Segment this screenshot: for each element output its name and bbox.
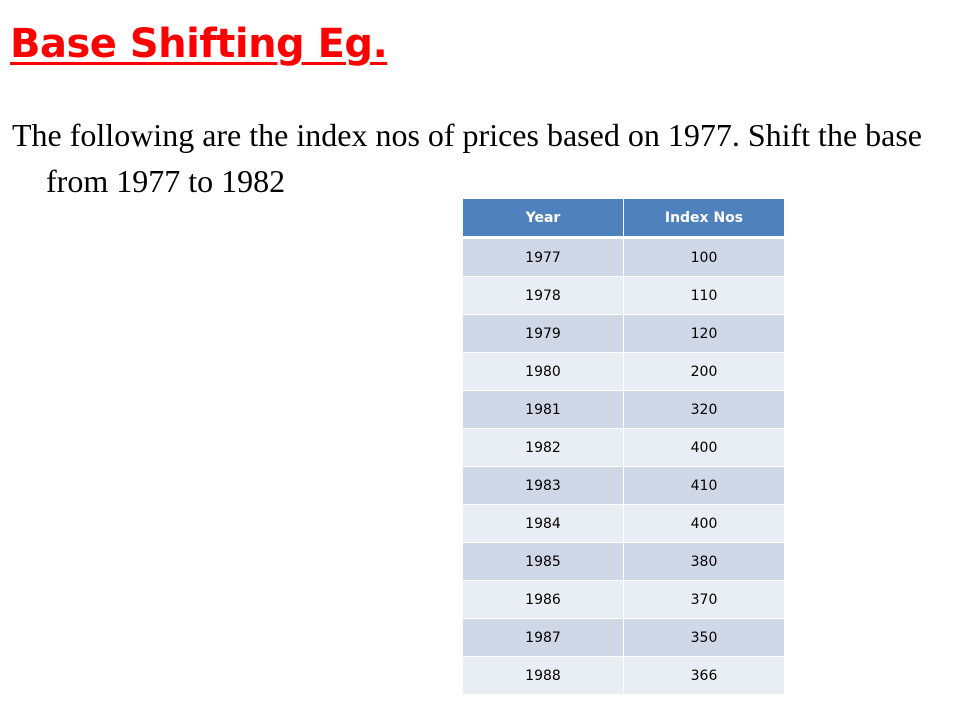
- slide-body-text: The following are the index nos of price…: [12, 117, 922, 199]
- table-header-row: Year Index Nos: [463, 199, 784, 239]
- table-row: 1988 366: [463, 656, 784, 695]
- cell-index: 366: [623, 656, 784, 695]
- cell-index: 380: [623, 542, 784, 581]
- cell-year: 1986: [463, 580, 624, 619]
- cell-index: 200: [623, 352, 784, 391]
- header-year: Year: [463, 199, 624, 239]
- table-row: 1984 400: [463, 504, 784, 543]
- table-header: Year Index Nos: [463, 199, 784, 239]
- table-row: 1978 110: [463, 276, 784, 315]
- header-index-nos: Index Nos: [623, 199, 784, 239]
- cell-index: 400: [623, 504, 784, 543]
- cell-year: 1984: [463, 504, 624, 543]
- table-row: 1979 120: [463, 314, 784, 353]
- slide-title: Base Shifting Eg.: [10, 21, 388, 67]
- table-row: 1980 200: [463, 352, 784, 391]
- table-row: 1983 410: [463, 466, 784, 505]
- cell-year: 1980: [463, 352, 624, 391]
- table-row: 1987 350: [463, 618, 784, 657]
- cell-year: 1982: [463, 428, 624, 467]
- cell-index: 320: [623, 390, 784, 429]
- cell-year: 1987: [463, 618, 624, 657]
- cell-year: 1983: [463, 466, 624, 505]
- cell-year: 1981: [463, 390, 624, 429]
- cell-index: 370: [623, 580, 784, 619]
- cell-year: 1979: [463, 314, 624, 353]
- cell-year: 1985: [463, 542, 624, 581]
- table-row: 1981 320: [463, 390, 784, 429]
- index-numbers-table: Year Index Nos 1977 100 1978 110 1979 12…: [463, 199, 784, 695]
- table-body: 1977 100 1978 110 1979 120 1980 200 1981…: [463, 237, 784, 695]
- cell-index: 110: [623, 276, 784, 315]
- table-row: 1982 400: [463, 428, 784, 467]
- cell-index: 350: [623, 618, 784, 657]
- cell-year: 1977: [463, 237, 624, 277]
- table-row: 1986 370: [463, 580, 784, 619]
- cell-index: 410: [623, 466, 784, 505]
- cell-year: 1978: [463, 276, 624, 315]
- cell-index: 100: [623, 237, 784, 277]
- cell-index: 120: [623, 314, 784, 353]
- table-row: 1985 380: [463, 542, 784, 581]
- table-row: 1977 100: [463, 237, 784, 277]
- cell-year: 1988: [463, 656, 624, 695]
- cell-index: 400: [623, 428, 784, 467]
